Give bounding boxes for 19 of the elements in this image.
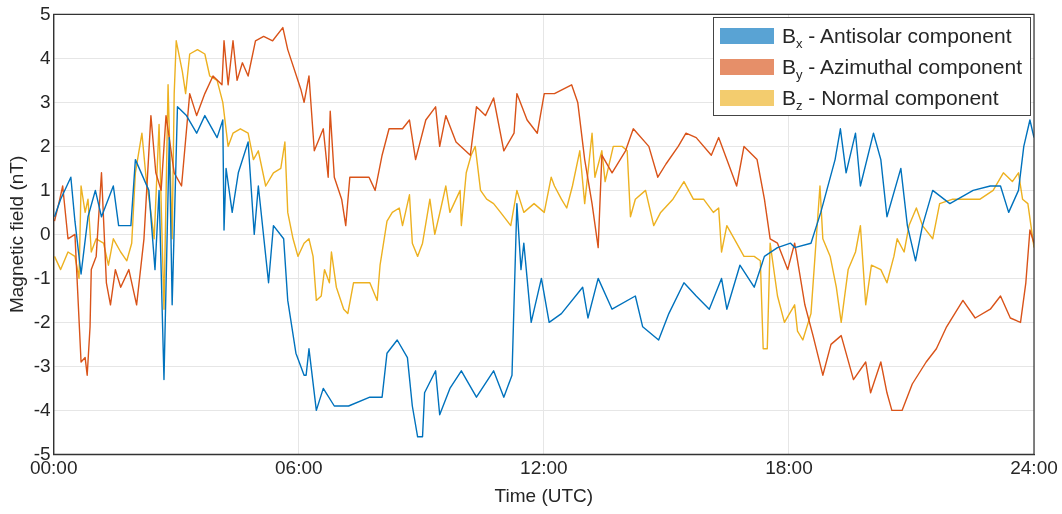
legend-label: B$_{z}$ - Normal component bbox=[782, 85, 999, 114]
y-tick-label: 2 bbox=[40, 134, 51, 156]
y-axis-title: Magnetic field (nT) bbox=[5, 155, 27, 314]
legend-label: B$_{x}$ - Antisolar component bbox=[782, 23, 1012, 52]
y-tick-label: 0 bbox=[40, 222, 51, 244]
x-tick-label: 06:00 bbox=[275, 457, 323, 479]
y-tick-label: -1 bbox=[33, 266, 51, 288]
x-tick-label: 24:00 bbox=[1010, 457, 1058, 479]
y-tick-label: 1 bbox=[40, 178, 51, 200]
x-tick-label: 12:00 bbox=[520, 457, 568, 479]
x-tick-label: 18:00 bbox=[765, 457, 813, 479]
y-tick-label: -4 bbox=[33, 398, 52, 420]
y-tick-label: -2 bbox=[33, 310, 51, 332]
y-tick-label: 5 bbox=[40, 2, 51, 24]
y-tick-label: -3 bbox=[33, 354, 51, 376]
y-tick-label: 3 bbox=[40, 90, 51, 112]
legend-label: B$_{y}$ - Azimuthal component bbox=[782, 54, 1022, 83]
y-tick-label: 4 bbox=[40, 46, 52, 68]
x-axis-title: Time (UTC) bbox=[494, 484, 594, 506]
